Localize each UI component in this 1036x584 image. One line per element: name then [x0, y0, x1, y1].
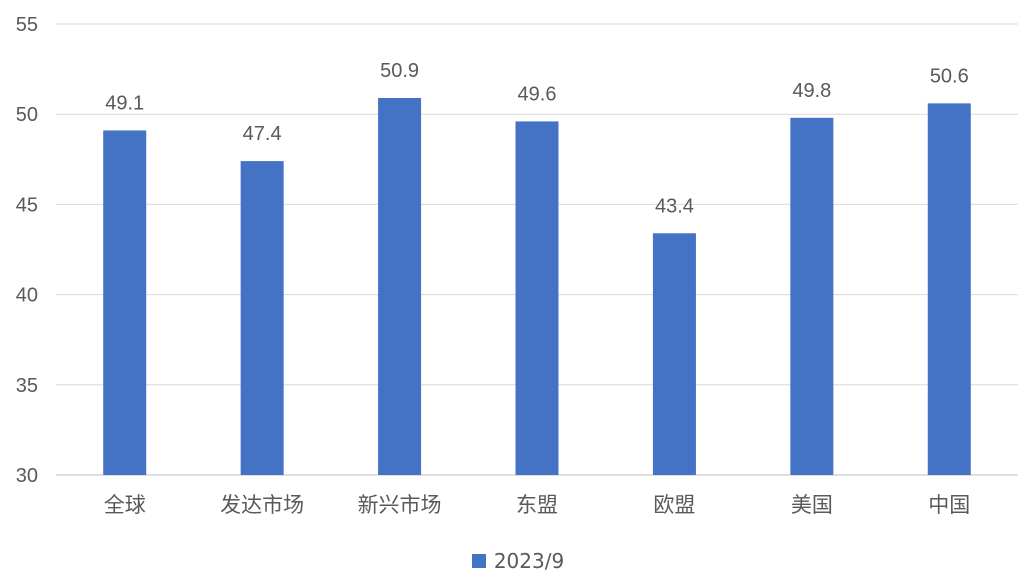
y-tick-label: 40: [16, 285, 38, 307]
x-tick-label: 东盟: [516, 493, 558, 517]
bar: [515, 121, 559, 475]
y-tick-label: 55: [16, 14, 38, 36]
data-label: 50.9: [380, 60, 419, 82]
y-tick-label: 30: [16, 465, 38, 487]
x-tick-label: 全球: [104, 493, 146, 517]
y-tick-label: 50: [16, 104, 38, 126]
bar: [927, 103, 971, 475]
x-tick-label: 新兴市场: [358, 493, 442, 517]
legend: 2023/9: [0, 546, 1036, 576]
x-tick-label: 中国: [928, 493, 970, 517]
bar: [240, 161, 284, 475]
data-label: 49.1: [105, 92, 144, 114]
bar: [652, 233, 696, 475]
data-label: 49.8: [792, 80, 831, 102]
x-tick-label: 欧盟: [653, 493, 695, 517]
data-label: 43.4: [655, 195, 694, 217]
bar: [378, 97, 422, 476]
x-tick-label: 美国: [791, 493, 833, 517]
x-tick-label: 发达市场: [220, 493, 304, 517]
y-tick-label: 45: [16, 194, 38, 216]
data-label: 49.6: [518, 83, 557, 105]
data-label: 50.6: [930, 65, 969, 87]
legend-swatch: [471, 554, 486, 568]
bar: [103, 130, 147, 475]
data-label: 47.4: [243, 123, 282, 145]
legend-label: 2023/9: [493, 549, 565, 573]
y-tick-label: 35: [16, 375, 38, 397]
bar: [790, 117, 834, 476]
